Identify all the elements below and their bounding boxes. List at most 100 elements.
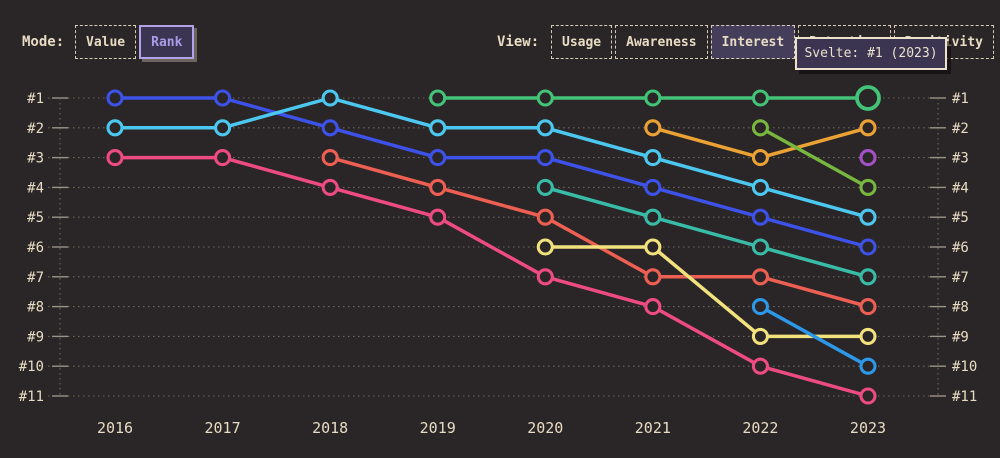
tooltip-text: Svelte: #1 (2023) bbox=[804, 46, 938, 61]
series-line-teal bbox=[543, 185, 870, 279]
series-line-indigo bbox=[113, 96, 870, 249]
data-point-pink-2021[interactable] bbox=[644, 298, 662, 316]
rank-label-left: #1 bbox=[27, 91, 44, 107]
rank-label-right: #4 bbox=[952, 180, 969, 196]
highlighted-data-point-svelte-2023[interactable] bbox=[855, 85, 881, 111]
data-point-coral-2018[interactable] bbox=[321, 149, 339, 167]
rank-label-right: #3 bbox=[952, 151, 969, 167]
rank-label-right: #6 bbox=[952, 240, 969, 256]
series-line-sky bbox=[758, 304, 870, 368]
data-point-indigo-2018[interactable] bbox=[321, 119, 339, 137]
view-option-interest[interactable]: Interest bbox=[710, 25, 796, 59]
view-label: View: bbox=[497, 34, 540, 50]
data-point-coral-2019[interactable] bbox=[429, 178, 447, 196]
data-point-svelte-2019[interactable] bbox=[429, 89, 447, 107]
rank-label-right: #2 bbox=[952, 121, 969, 137]
data-point-pink-2022[interactable] bbox=[751, 357, 769, 375]
data-point-cyan-2017[interactable] bbox=[214, 119, 232, 137]
rank-label-left: #10 bbox=[19, 359, 44, 375]
data-point-svelte-2021[interactable] bbox=[644, 89, 662, 107]
data-point-orange-2022[interactable] bbox=[751, 149, 769, 167]
data-point-indigo-2022[interactable] bbox=[751, 208, 769, 226]
series-line-lime bbox=[758, 126, 870, 190]
year-label: 2023 bbox=[850, 419, 886, 437]
data-point-coral-2021[interactable] bbox=[644, 268, 662, 286]
year-label: 2017 bbox=[205, 419, 241, 437]
view-option-awareness[interactable]: Awareness bbox=[615, 25, 708, 59]
series-line-coral bbox=[328, 155, 870, 309]
data-point-purple-2023[interactable] bbox=[859, 149, 877, 167]
mode-label: Mode: bbox=[22, 34, 65, 50]
year-label: 2020 bbox=[527, 419, 563, 437]
data-point-svelte-2022[interactable] bbox=[751, 89, 769, 107]
data-point-cyan-2022[interactable] bbox=[751, 178, 769, 196]
mode-option-rank[interactable]: Rank bbox=[139, 25, 195, 59]
data-point-indigo-2021[interactable] bbox=[644, 178, 662, 196]
x-axis-labels: 2016 2017 2018 2019 2020 2021 2022 2023 bbox=[97, 419, 886, 437]
data-point-teal-2022[interactable] bbox=[751, 238, 769, 256]
series-lines bbox=[113, 96, 870, 398]
data-point-pink-2016[interactable] bbox=[106, 149, 124, 167]
rank-label-left: #3 bbox=[27, 151, 44, 167]
data-point-orange-2023[interactable] bbox=[859, 119, 877, 137]
year-label: 2021 bbox=[635, 419, 671, 437]
data-point-indigo-2023[interactable] bbox=[859, 238, 877, 256]
data-point-cyan-2016[interactable] bbox=[106, 119, 124, 137]
data-point-indigo-2020[interactable] bbox=[536, 149, 554, 167]
data-point-lime-2023[interactable] bbox=[859, 178, 877, 196]
view-option-usage[interactable]: Usage bbox=[551, 25, 613, 59]
data-point-orange-2021[interactable] bbox=[644, 119, 662, 137]
data-point-coral-2020[interactable] bbox=[536, 208, 554, 226]
series-dots bbox=[106, 85, 881, 405]
data-point-pink-2020[interactable] bbox=[536, 268, 554, 286]
data-point-yellow-2022[interactable] bbox=[751, 327, 769, 345]
rank-label-left: #11 bbox=[19, 389, 44, 405]
data-point-teal-2023[interactable] bbox=[859, 268, 877, 286]
data-point-indigo-2017[interactable] bbox=[214, 89, 232, 107]
rank-label-left: #6 bbox=[27, 240, 44, 256]
data-point-cyan-2021[interactable] bbox=[644, 149, 662, 167]
rank-label-right: #9 bbox=[952, 329, 969, 345]
data-point-yellow-2020[interactable] bbox=[536, 238, 554, 256]
year-label: 2018 bbox=[312, 419, 348, 437]
mode-option-value[interactable]: Value bbox=[75, 25, 137, 59]
data-point-pink-2017[interactable] bbox=[214, 149, 232, 167]
data-point-teal-2020[interactable] bbox=[536, 178, 554, 196]
rank-label-right: #11 bbox=[952, 389, 977, 405]
rank-label-left: #2 bbox=[27, 121, 44, 137]
data-point-pink-2019[interactable] bbox=[429, 208, 447, 226]
data-point-svelte-2020[interactable] bbox=[536, 89, 554, 107]
data-point-pink-2023[interactable] bbox=[859, 387, 877, 405]
rank-label-right: #1 bbox=[952, 91, 969, 107]
data-point-cyan-2023[interactable] bbox=[859, 208, 877, 226]
data-point-indigo-2019[interactable] bbox=[429, 149, 447, 167]
data-point-yellow-2023[interactable] bbox=[859, 327, 877, 345]
mode-toggle: Value Rank bbox=[75, 25, 195, 59]
rank-label-right: #5 bbox=[952, 210, 969, 226]
data-point-sky-2023[interactable] bbox=[859, 357, 877, 375]
rank-label-left: #5 bbox=[27, 210, 44, 226]
series-line-pink bbox=[113, 155, 870, 398]
data-point-pink-2018[interactable] bbox=[321, 178, 339, 196]
rank-label-right: #8 bbox=[952, 300, 969, 316]
data-point-cyan-2020[interactable] bbox=[536, 119, 554, 137]
rank-label-right: #7 bbox=[952, 270, 969, 286]
data-point-yellow-2021[interactable] bbox=[644, 238, 662, 256]
year-label: 2019 bbox=[420, 419, 456, 437]
data-point-coral-2022[interactable] bbox=[751, 268, 769, 286]
data-point-teal-2021[interactable] bbox=[644, 208, 662, 226]
rank-label-right: #10 bbox=[952, 359, 977, 375]
data-point-cyan-2018[interactable] bbox=[321, 89, 339, 107]
data-point-cyan-2019[interactable] bbox=[429, 119, 447, 137]
rank-label-left: #4 bbox=[27, 180, 44, 196]
rank-label-left: #7 bbox=[27, 270, 44, 286]
rank-label-left: #8 bbox=[27, 300, 44, 316]
rank-label-left: #9 bbox=[27, 329, 44, 345]
year-label: 2016 bbox=[97, 419, 133, 437]
data-point-sky-2022[interactable] bbox=[751, 298, 769, 316]
data-point-indigo-2016[interactable] bbox=[106, 89, 124, 107]
data-point-lime-2022[interactable] bbox=[751, 119, 769, 137]
data-point-coral-2023[interactable] bbox=[859, 298, 877, 316]
